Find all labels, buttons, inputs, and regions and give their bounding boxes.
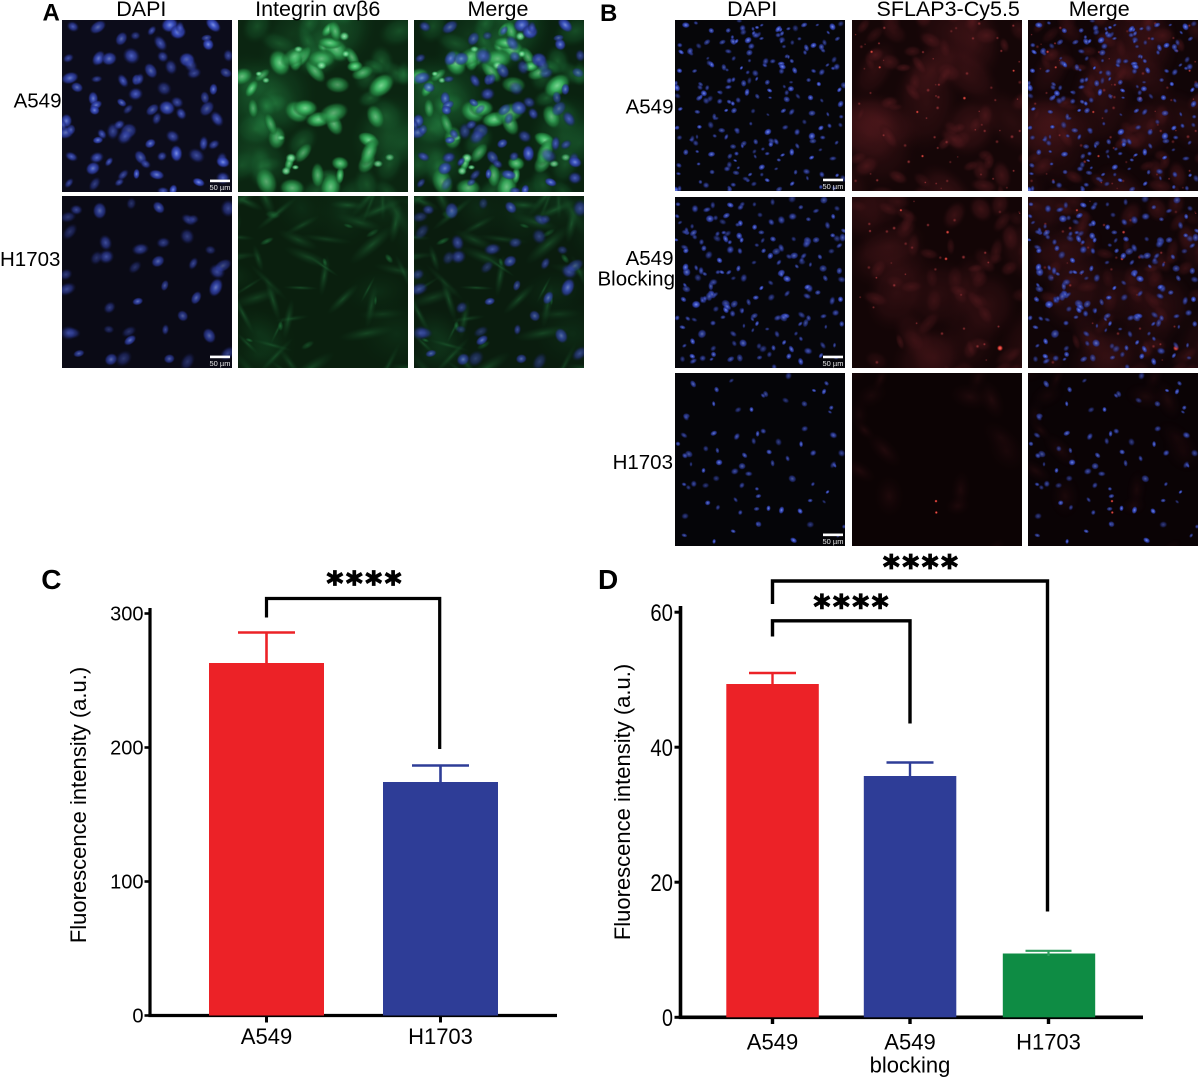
svg-text:A549: A549 [626,247,674,270]
svg-text:Fluorescence intensity (a.u.): Fluorescence intensity (a.u.) [66,667,91,943]
svg-text:H1703: H1703 [1016,1030,1081,1055]
svg-text:50 µm: 50 µm [210,183,231,192]
svg-text:DAPI: DAPI [116,0,166,21]
svg-text:50 µm: 50 µm [210,359,231,368]
svg-text:A549: A549 [747,1030,798,1055]
svg-text:50 µm: 50 µm [823,359,844,368]
svg-text:50 µm: 50 µm [823,182,844,191]
svg-text:A549: A549 [884,1030,935,1055]
svg-text:300: 300 [110,604,143,626]
svg-text:SFLAP3-Cy5.5: SFLAP3-Cy5.5 [876,0,1019,21]
svg-text:C: C [41,564,61,595]
svg-text:B: B [600,0,617,27]
svg-text:Integrin αvβ6: Integrin αvβ6 [255,0,380,21]
svg-text:Blocking: Blocking [598,268,676,291]
svg-text:200: 200 [110,738,143,760]
svg-text:blocking: blocking [870,1053,951,1077]
svg-text:Merge: Merge [1069,0,1130,21]
svg-text:0: 0 [132,1006,143,1028]
svg-text:50 µm: 50 µm [823,537,844,546]
svg-text:A: A [43,0,60,26]
svg-text:A549: A549 [626,96,674,119]
svg-text:0: 0 [662,1005,673,1032]
svg-text:60: 60 [650,600,673,627]
svg-text:40: 40 [650,735,673,762]
svg-text:DAPI: DAPI [727,0,777,21]
svg-text:20: 20 [650,870,673,897]
svg-text:H1703: H1703 [408,1024,473,1049]
svg-text:Merge: Merge [468,0,529,21]
svg-text:Fluorescence intensity (a.u.): Fluorescence intensity (a.u.) [610,664,635,940]
svg-text:A549: A549 [14,89,62,112]
svg-text:H1703: H1703 [0,248,60,271]
svg-text:A549: A549 [241,1024,292,1049]
svg-text:100: 100 [110,872,143,894]
svg-text:H1703: H1703 [613,451,673,474]
svg-text:D: D [598,564,618,595]
